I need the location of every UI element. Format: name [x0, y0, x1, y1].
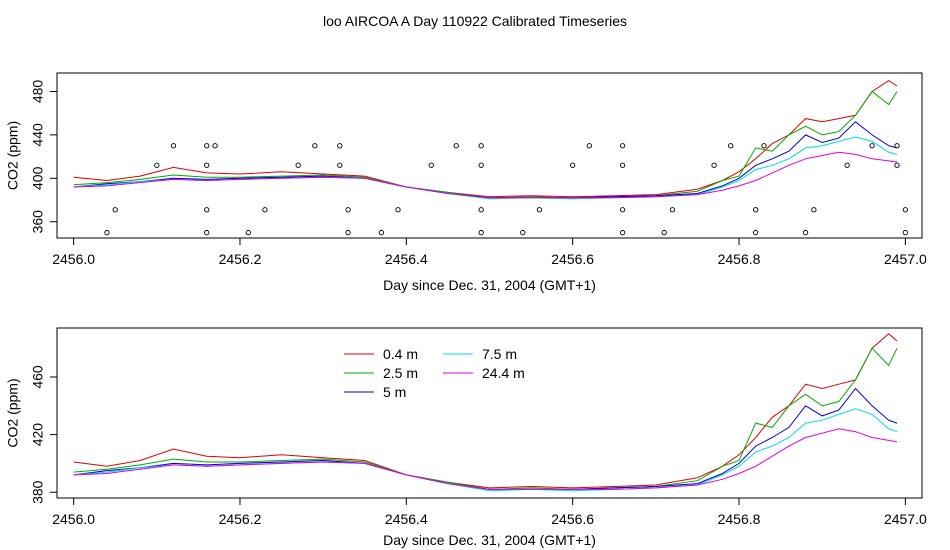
sample-point [478, 207, 484, 213]
sample-point [869, 143, 875, 149]
y-tick-label: 380 [30, 480, 46, 504]
sample-point [902, 207, 909, 213]
x-tick-label: 2456.8 [718, 251, 761, 267]
sample-point [761, 143, 767, 149]
sample-point [478, 162, 484, 168]
sample-point [844, 162, 850, 168]
x-tick-label: 2456.2 [219, 251, 262, 267]
sample-point [661, 229, 667, 236]
sample-point [428, 162, 434, 168]
x-tick-label: 2457.0 [884, 511, 927, 527]
sample-point [619, 229, 626, 236]
plot-frame [56, 72, 923, 239]
sample-point [204, 143, 210, 149]
legend-label-7-5-m: 7.5 m [482, 346, 517, 362]
y-tick-label: 420 [30, 423, 46, 447]
x-axis-label: Day since Dec. 31, 2004 (GMT+1) [383, 532, 596, 548]
y-tick-label: 360 [30, 210, 46, 234]
sample-point [570, 162, 576, 168]
series-group [73, 80, 909, 236]
x-tick-label: 2456.0 [52, 511, 95, 527]
x-tick-label: 2456.0 [52, 251, 95, 267]
series-line-2-5-m [73, 90, 898, 199]
x-tick-label: 2456.6 [551, 511, 594, 527]
sample-point [154, 162, 160, 168]
x-tick-label: 2456.4 [385, 251, 428, 267]
y-axis-label: CO2 (ppm) [5, 121, 21, 190]
sample-point [345, 207, 351, 213]
series-line-7-5-m [73, 408, 898, 492]
sample-point [204, 229, 210, 236]
series-line-5-m [73, 387, 898, 490]
sample-point [295, 162, 301, 168]
y-tick-label: 480 [30, 80, 46, 104]
legend: 0.4 m 2.5 m 5 m 7.5 m 24.4 m [344, 346, 525, 400]
y-tick-label: 460 [30, 365, 46, 389]
series-line-24-4-m [73, 428, 898, 490]
sample-point [711, 162, 717, 168]
sample-point [312, 143, 318, 149]
legend-label-0-4-m: 0.4 m [383, 346, 418, 362]
sample-point [619, 162, 626, 168]
x-tick-label: 2456.2 [219, 511, 262, 527]
series-line-5-m [73, 121, 898, 199]
plot-frame [56, 327, 923, 499]
sample-point [170, 143, 177, 149]
legend-label-24-4-m: 24.4 m [482, 365, 525, 381]
figure-title: loo AIRCOA A Day 110922 Calibrated Times… [323, 13, 627, 29]
sample-point [453, 143, 459, 149]
sample-point [728, 143, 734, 149]
sample-point [669, 207, 676, 213]
sample-point [112, 207, 118, 213]
sample-point [262, 207, 268, 213]
sample-point [619, 207, 626, 213]
series-line-0-4-m [73, 80, 898, 198]
x-tick-label: 2456.6 [551, 251, 594, 267]
sample-point [245, 229, 251, 236]
sample-point [212, 143, 218, 149]
series-line-7-5-m [73, 136, 898, 200]
series-line-24-4-m [73, 151, 898, 199]
top-panel: 2456.0 2456.2 2456.4 2456.6 2456.8 2457.0 360 4… [5, 72, 927, 293]
sample-point [902, 229, 909, 236]
sample-point [753, 229, 759, 236]
sample-point [204, 162, 210, 168]
series-line-0-4-m [73, 333, 898, 489]
sample-point [802, 229, 809, 236]
sample-point [337, 143, 343, 149]
sample-point [478, 229, 484, 236]
sample-point [395, 207, 401, 213]
y-tick-label: 400 [30, 166, 46, 190]
x-tick-label: 2456.8 [718, 511, 761, 527]
sample-point [378, 229, 385, 236]
sample-point [894, 162, 900, 168]
x-tick-label: 2456.4 [385, 511, 428, 527]
sample-point [536, 207, 543, 213]
sample-point [345, 229, 351, 236]
sample-point [337, 162, 343, 168]
sample-point [894, 143, 900, 149]
legend-label-2-5-m: 2.5 m [383, 365, 418, 381]
sample-point [204, 207, 210, 213]
sample-point [520, 229, 526, 236]
series-group [73, 333, 898, 492]
x-tick-label: 2457.0 [884, 251, 927, 267]
y-tick-label: 440 [30, 123, 46, 147]
sample-point [811, 207, 817, 213]
x-axis-label: Day since Dec. 31, 2004 (GMT+1) [383, 277, 596, 293]
sample-point [619, 143, 626, 149]
y-axis-label: CO2 (ppm) [5, 378, 21, 447]
sample-point [478, 143, 484, 149]
sample-point [753, 207, 759, 213]
bottom-panel: 2456.0 2456.2 2456.4 2456.6 2456.8 2457.0 380 4… [5, 327, 927, 548]
sample-point [104, 229, 110, 236]
sample-point [586, 143, 592, 149]
legend-label-5-m: 5 m [383, 384, 406, 400]
